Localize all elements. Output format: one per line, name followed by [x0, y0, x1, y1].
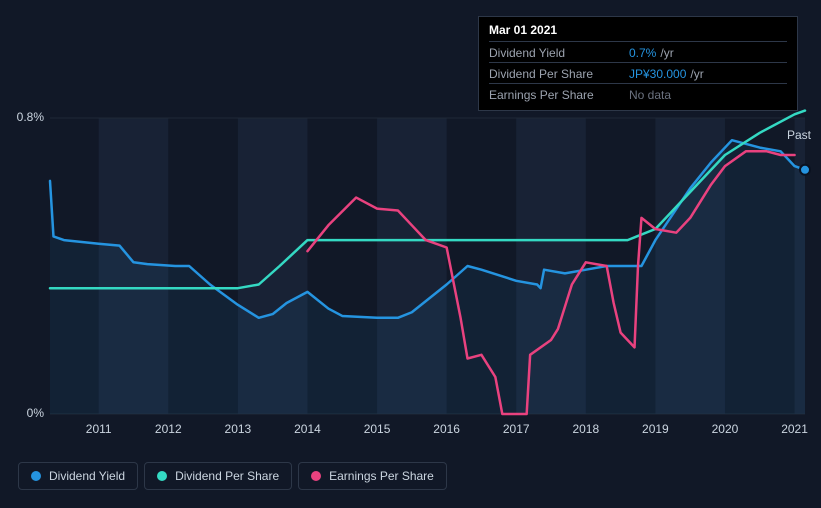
- tooltip-row: Dividend Per ShareJP¥30.000/yr: [489, 62, 787, 83]
- past-label: Past: [787, 128, 811, 142]
- x-tick-label: 2021: [781, 422, 808, 436]
- x-tick-label: 2017: [503, 422, 530, 436]
- legend-item-label: Earnings Per Share: [329, 469, 434, 483]
- tooltip-row-label: Dividend Yield: [489, 46, 629, 60]
- legend-dot-icon: [311, 471, 321, 481]
- chart-legend: Dividend Yield Dividend Per Share Earnings…: [18, 462, 447, 490]
- tooltip-date: Mar 01 2021: [489, 23, 787, 41]
- tooltip-row-label: Dividend Per Share: [489, 67, 629, 81]
- x-tick-label: 2020: [712, 422, 739, 436]
- tooltip-row-label: Earnings Per Share: [489, 88, 629, 102]
- x-tick-label: 2015: [364, 422, 391, 436]
- x-tick-label: 2011: [86, 422, 112, 436]
- tooltip-row: Earnings Per ShareNo data: [489, 83, 787, 104]
- chart-tooltip: Mar 01 2021 Dividend Yield0.7%/yrDividen…: [478, 16, 798, 111]
- legend-dot-icon: [157, 471, 167, 481]
- x-tick-label: 2018: [572, 422, 599, 436]
- legend-item-dividend_per_share[interactable]: Dividend Per Share: [144, 462, 292, 490]
- x-tick-label: 2019: [642, 422, 669, 436]
- legend-item-label: Dividend Per Share: [175, 469, 279, 483]
- x-tick-label: 2014: [294, 422, 321, 436]
- tooltip-row-value: No data: [629, 88, 671, 102]
- legend-item-label: Dividend Yield: [49, 469, 125, 483]
- x-tick-label: 2013: [225, 422, 252, 436]
- x-tick-label: 2012: [155, 422, 182, 436]
- tooltip-row-suffix: /yr: [690, 67, 703, 81]
- y-tick-label: 0%: [4, 406, 44, 420]
- legend-item-earnings_per_share[interactable]: Earnings Per Share: [298, 462, 447, 490]
- x-tick-label: 2016: [433, 422, 460, 436]
- legend-item-dividend_yield[interactable]: Dividend Yield: [18, 462, 138, 490]
- legend-dot-icon: [31, 471, 41, 481]
- tooltip-row: Dividend Yield0.7% /yr: [489, 41, 787, 62]
- tooltip-row-value: JP¥30.000: [629, 67, 686, 81]
- y-tick-label: 0.8%: [4, 110, 44, 124]
- tooltip-row-value: 0.7%: [629, 46, 656, 60]
- tooltip-row-suffix: /yr: [660, 46, 673, 60]
